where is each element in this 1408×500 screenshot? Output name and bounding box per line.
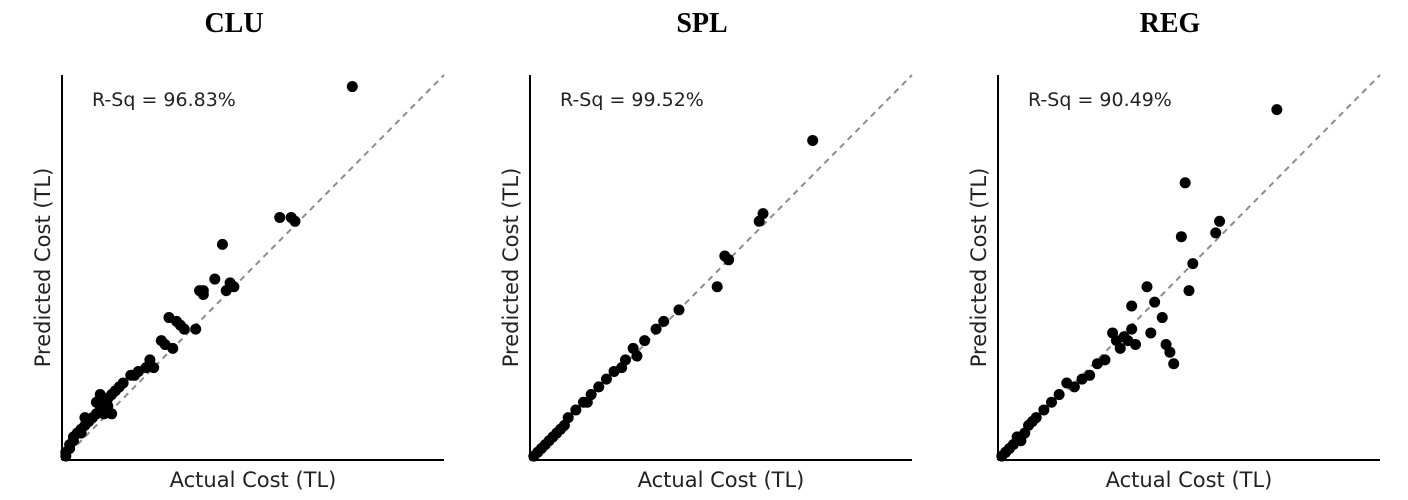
- x-axis-label: Actual Cost (TL): [1106, 468, 1273, 492]
- data-point: [167, 342, 179, 354]
- data-point: [1149, 296, 1161, 308]
- data-point: [1045, 396, 1057, 408]
- x-axis-label: Actual Cost (TL): [638, 468, 805, 492]
- r-squared-label: R-Sq = 96.83%: [92, 89, 236, 111]
- chart-title: REG: [1139, 8, 1201, 39]
- data-point: [1107, 327, 1119, 339]
- data-point: [289, 215, 301, 227]
- scatter-plot: R-Sq = 99.52% Actual Cost (TL) Predicted C…: [499, 74, 913, 492]
- data-point: [1130, 339, 1142, 350]
- chart-panel-spl: SPL R-Sq = 99.52% Actual Cost (TL) Predict…: [468, 0, 936, 500]
- data-point: [79, 412, 91, 424]
- reference-line: [61, 74, 445, 461]
- data-point: [94, 389, 106, 401]
- data-point: [1214, 215, 1226, 227]
- data-point: [1210, 227, 1222, 239]
- scatter-plot: R-Sq = 90.49% Actual Cost (TL) Predicted C…: [967, 74, 1381, 492]
- data-point: [807, 134, 819, 146]
- chart-panel-reg: REG R-Sq = 90.49% Actual Cost (TL) Predict…: [936, 0, 1404, 500]
- chart-panel-clu: CLU R-Sq = 96.83% Actual Cost (TL) Predict…: [0, 0, 468, 500]
- data-point: [194, 285, 206, 297]
- r-squared-label: R-Sq = 99.52%: [560, 89, 704, 111]
- data-point: [1175, 231, 1187, 243]
- data-point: [60, 450, 72, 462]
- data-point: [631, 350, 643, 362]
- data-point: [719, 250, 731, 262]
- data-point: [711, 281, 723, 293]
- data-point: [1091, 358, 1103, 370]
- data-point: [190, 323, 202, 335]
- data-point: [1160, 339, 1172, 350]
- data-point: [98, 408, 110, 420]
- data-point: [1183, 285, 1195, 297]
- data-point: [1038, 404, 1050, 416]
- data-point: [1145, 327, 1157, 339]
- data-point: [673, 304, 685, 316]
- data-point: [600, 373, 612, 385]
- data-point: [1053, 389, 1065, 401]
- data-point: [1061, 377, 1073, 389]
- chart-title: SPL: [676, 8, 728, 39]
- data-point: [1141, 281, 1153, 293]
- data-point: [650, 323, 662, 335]
- data-point: [528, 450, 540, 462]
- data-point: [616, 362, 628, 374]
- data-point: [274, 211, 286, 223]
- data-point: [593, 381, 605, 393]
- data-point: [1126, 300, 1138, 312]
- data-point: [1179, 177, 1191, 189]
- data-point: [581, 396, 593, 408]
- data-point: [753, 215, 765, 227]
- data-point: [658, 315, 670, 327]
- data-point: [1168, 358, 1180, 370]
- chart-title: CLU: [204, 8, 264, 39]
- x-axis-label: Actual Cost (TL): [170, 468, 337, 492]
- data-point: [228, 281, 240, 293]
- data-point: [209, 273, 221, 285]
- y-axis-label: Predicted Cost (TL): [31, 168, 55, 368]
- data-point: [1114, 342, 1126, 354]
- data-point: [346, 81, 358, 93]
- r-squared-label: R-Sq = 90.49%: [1028, 89, 1172, 111]
- data-point: [216, 238, 228, 250]
- data-point: [171, 315, 183, 327]
- data-point: [639, 335, 651, 347]
- data-point: [125, 369, 137, 381]
- y-axis-label: Predicted Cost (TL): [499, 168, 523, 368]
- data-point: [106, 408, 118, 420]
- scatter-plot: R-Sq = 96.83% Actual Cost (TL) Predicted C…: [31, 74, 445, 492]
- data-point: [570, 404, 582, 416]
- data-point: [1187, 258, 1199, 270]
- data-point: [1156, 312, 1168, 324]
- data-point: [1126, 323, 1138, 335]
- data-point: [1076, 373, 1088, 385]
- data-point: [1271, 104, 1283, 116]
- data-point: [148, 362, 160, 374]
- y-axis-label: Predicted Cost (TL): [967, 168, 991, 368]
- data-point: [996, 450, 1008, 462]
